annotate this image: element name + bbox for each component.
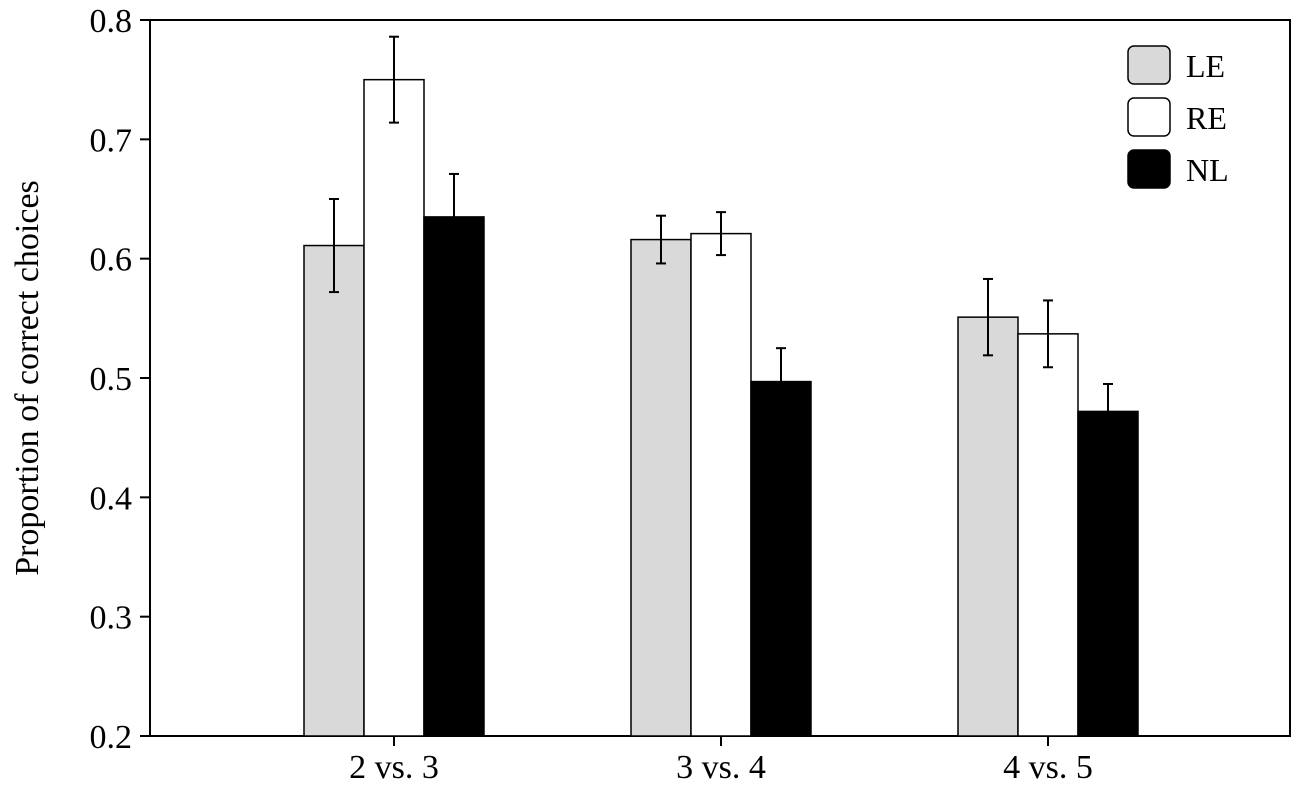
legend-label-re: RE — [1186, 100, 1227, 136]
legend: LE RE NL — [1127, 45, 1229, 189]
legend-label-le: LE — [1186, 48, 1225, 84]
x-axis: 2 vs. 3 3 vs. 4 4 vs. 5 — [349, 736, 1093, 786]
bar-le — [957, 316, 1019, 737]
y-tick-label: 0.3 — [90, 600, 133, 637]
bar-nl — [1077, 410, 1139, 737]
legend-label-nl: NL — [1186, 152, 1229, 188]
legend-swatch-nl — [1127, 149, 1171, 189]
y-tick-label: 0.4 — [90, 480, 133, 517]
y-tick-label: 0.5 — [90, 361, 133, 398]
bar-re — [690, 232, 752, 737]
y-tick-label: 0.8 — [90, 3, 133, 40]
x-tick-label: 3 vs. 4 — [676, 749, 766, 786]
y-tick-label: 0.2 — [90, 719, 133, 756]
y-axis-label: Proportion of correct choices — [9, 180, 46, 576]
legend-swatch-le — [1127, 45, 1171, 85]
y-tick-label: 0.7 — [90, 122, 133, 159]
y-tick-label: 0.6 — [90, 242, 133, 279]
bar-nl — [750, 380, 812, 737]
bars-layer — [303, 35, 1139, 737]
bar-nl — [423, 216, 485, 737]
x-tick-label: 4 vs. 5 — [1003, 749, 1093, 786]
y-axis: 0.2 0.3 0.4 0.5 0.6 0.7 0.8 — [90, 3, 150, 756]
bar-le — [303, 244, 365, 737]
bar-re — [363, 78, 425, 737]
x-tick-label: 2 vs. 3 — [349, 749, 439, 786]
bar-re — [1017, 333, 1079, 737]
legend-swatch-re — [1127, 97, 1171, 137]
bar-le — [630, 238, 692, 737]
